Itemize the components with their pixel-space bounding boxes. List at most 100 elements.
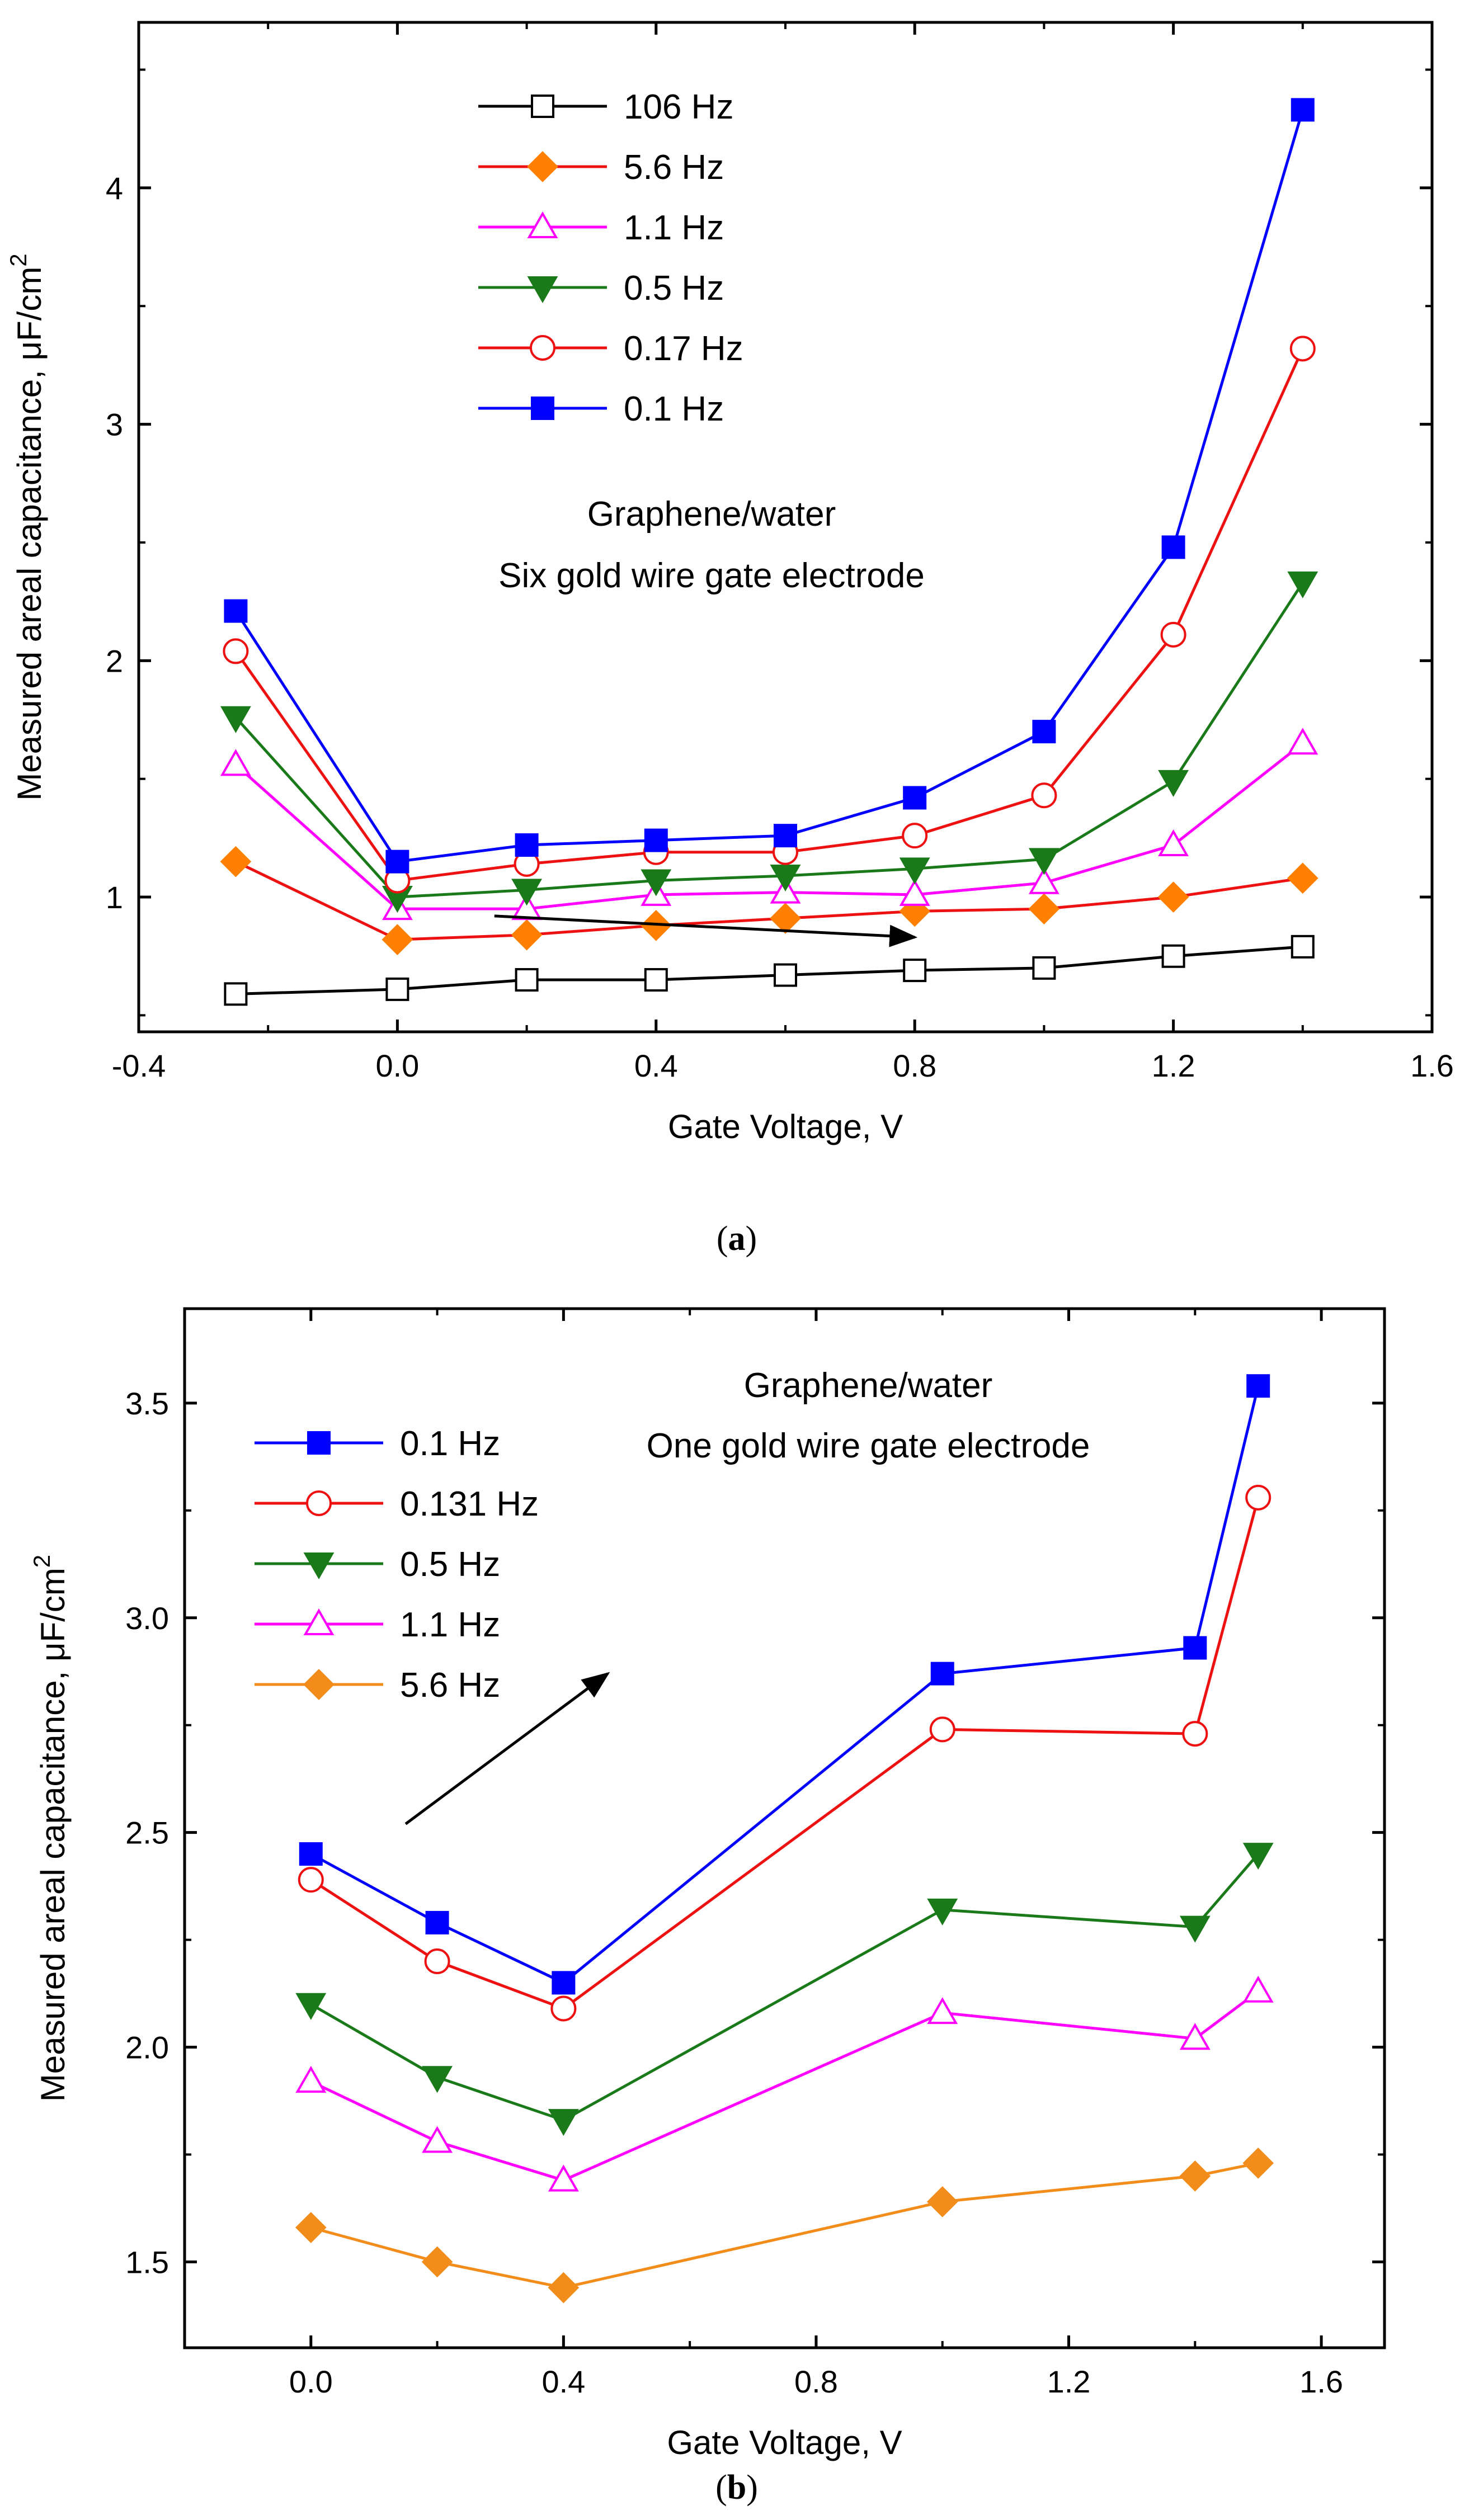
y-axis-label-main: Measured areal capacitance, μF/cm [11,267,48,801]
data-point [1158,829,1189,857]
data-point [1032,956,1056,980]
annotation-line: One gold wire gate electrode [647,1427,1090,1465]
data-point [926,2186,958,2217]
data-point [930,1662,954,1686]
legend-item: 0.5 Hz [255,1545,500,1584]
data-point [224,599,248,623]
data-point [1242,2148,1274,2179]
data-point [424,1948,450,1975]
trend-arrow [494,914,918,947]
legend-label: 0.17 Hz [624,329,743,368]
x-tick-label: 1.2 [1152,1048,1195,1083]
y-axis-label-superscript: 2 [29,1555,55,1568]
legend-marker [531,95,554,118]
data-point [385,850,409,874]
data-point [1179,1915,1211,1943]
legend-marker [530,335,555,361]
data-point [299,1842,323,1866]
series-1-1-hz [295,1975,1274,2192]
data-point [1179,2160,1211,2192]
series-0-131-hz [298,1484,1271,2022]
data-point [1291,935,1315,959]
y-tick-label: 3.0 [125,1601,169,1636]
panel-caption-open: ( [717,1220,728,1258]
y-tick-label: 3 [106,407,123,442]
data-point [774,963,797,987]
series-5-6-hz [295,2148,1274,2304]
data-point [1158,770,1189,797]
data-point [223,638,249,664]
data-point [422,2126,453,2153]
data-point [927,1997,958,2025]
data-point [903,959,927,983]
legend-label: 5.6 Hz [624,148,724,187]
legend-label: 0.5 Hz [400,1545,500,1584]
x-tick-label: 0.0 [289,2364,333,2399]
data-point [511,879,543,906]
legend-marker [306,1490,332,1516]
data-point [1289,336,1316,362]
data-point [902,823,928,849]
y-tick-label: 2.0 [125,2030,169,2065]
legend-item: 0.17 Hz [478,329,743,368]
data-point [1287,571,1318,598]
legend-marker [303,1608,335,1635]
data-point [1287,728,1318,755]
legend-item: 0.5 Hz [478,269,724,308]
annotation: Graphene/water Six gold wire gate electro… [498,495,925,595]
y-tick-label: 3.5 [125,1386,169,1421]
series-line [310,1990,1259,2182]
panel-caption-close: ) [746,2469,758,2507]
trend-arrow [404,1672,610,1825]
y-axis: 1.5 2.0 2.5 3.0 3.5 Measured areal capacitanc… [29,1386,1384,2280]
series-0-5-hz [295,1843,1274,2136]
panel-caption: (b) [715,2469,758,2507]
legend-marker [527,276,558,304]
legend-label: 0.1 Hz [624,390,724,428]
series-group [295,1374,1274,2304]
legend-marker [307,1431,331,1455]
x-axis-label: Gate Voltage, V [668,1108,903,1145]
y-tick-label: 1.5 [125,2244,169,2280]
data-point [644,828,668,852]
chart-panel-a: -0.4 0.0 0.4 0.8 1.2 1.6 Gate Voltage, V 1 2 3 4 Me… [5,21,1454,1258]
legend-item: 0.131 Hz [255,1485,539,1523]
series-line [310,1497,1260,2011]
x-axis: 0.0 0.4 0.8 1.2 1.6 Gate Voltage, V [289,1309,1343,2461]
legend-marker [531,397,554,420]
data-point [1032,720,1056,744]
data-point [548,2272,580,2304]
data-point [1028,867,1059,894]
data-point [550,1995,577,2022]
series-line [310,1853,1260,2122]
legend-label: 0.131 Hz [400,1485,539,1523]
series-106-hz [224,935,1315,1006]
data-point [1028,893,1060,925]
panel-caption-letter: a [728,1220,746,1258]
legend-label: 1.1 Hz [400,1606,500,1644]
data-point [548,2164,579,2192]
data-point [1160,621,1186,648]
legend-item: 5.6 Hz [255,1666,500,1705]
legend-label: 1.1 Hz [624,209,724,247]
annotation-line: Six gold wire gate electrode [498,556,925,595]
y-tick-label: 1 [106,880,123,915]
data-point [1161,535,1185,559]
legend-label: 0.5 Hz [624,269,724,308]
series-group [220,98,1318,1006]
data-point [1183,1636,1207,1660]
data-point [1242,1975,1274,2003]
y-tick-label: 4 [106,171,123,206]
legend-item: 5.6 Hz [478,148,724,187]
data-point [641,869,672,896]
legend: 106 Hz 5.6 Hz 1.1 Hz 0.5 Hz 0.17 Hz 0.1 Hz [478,88,743,428]
data-point [899,857,930,885]
legend-label: 5.6 Hz [400,1666,500,1705]
x-tick-label: 0.8 [794,2364,838,2399]
y-axis-label: Measured areal capacitance, μF/cm2 [5,253,48,800]
x-tick-label: -0.4 [112,1048,166,1083]
annotation: Graphene/water One gold wire gate electro… [647,1366,1090,1465]
data-point [548,2109,579,2136]
